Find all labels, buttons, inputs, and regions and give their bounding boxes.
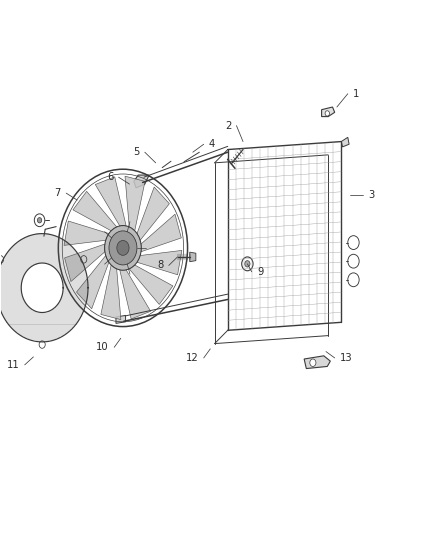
Text: 4: 4: [209, 139, 215, 149]
Polygon shape: [73, 191, 117, 231]
Text: 10: 10: [96, 342, 109, 352]
Text: 2: 2: [225, 120, 231, 131]
Text: 11: 11: [7, 360, 19, 370]
Polygon shape: [341, 138, 349, 147]
Polygon shape: [137, 251, 182, 275]
Polygon shape: [77, 255, 109, 309]
Text: 9: 9: [257, 267, 263, 277]
Polygon shape: [134, 175, 149, 188]
Circle shape: [245, 261, 250, 267]
Polygon shape: [304, 356, 330, 368]
Polygon shape: [125, 176, 145, 231]
Polygon shape: [64, 244, 105, 281]
Polygon shape: [129, 265, 173, 304]
Polygon shape: [101, 265, 121, 320]
Polygon shape: [95, 177, 126, 226]
Polygon shape: [64, 221, 109, 245]
Text: 8: 8: [157, 261, 163, 270]
Text: 1: 1: [353, 88, 360, 99]
Text: 12: 12: [186, 353, 198, 363]
Text: 7: 7: [55, 188, 61, 198]
Circle shape: [325, 111, 329, 116]
Circle shape: [310, 359, 316, 367]
Polygon shape: [137, 187, 170, 240]
Circle shape: [105, 225, 141, 270]
Polygon shape: [141, 214, 181, 252]
Polygon shape: [120, 270, 151, 319]
Circle shape: [37, 217, 42, 223]
Text: 6: 6: [107, 172, 113, 182]
Polygon shape: [190, 252, 196, 262]
Polygon shape: [116, 316, 126, 324]
Polygon shape: [321, 107, 335, 117]
Circle shape: [109, 231, 137, 265]
Text: 3: 3: [368, 190, 374, 200]
Text: 5: 5: [133, 147, 140, 157]
Text: 13: 13: [340, 353, 353, 363]
Circle shape: [117, 240, 129, 255]
